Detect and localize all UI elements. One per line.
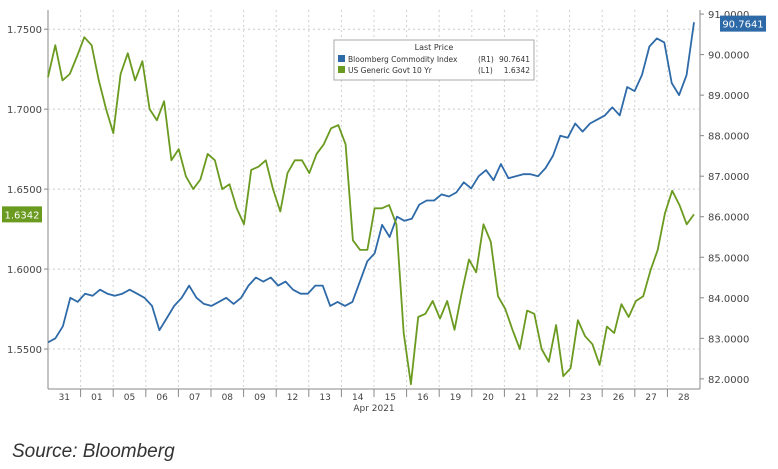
legend-title: Last Price xyxy=(415,43,454,52)
x-tick-label: 22 xyxy=(548,393,559,403)
x-tick-label: 12 xyxy=(287,393,298,403)
right-tick-label: 89.0000 xyxy=(708,91,749,102)
legend-axis: (L1) xyxy=(478,66,493,75)
legend-label: Bloomberg Commodity Index xyxy=(348,55,458,64)
series-line-commodity-index xyxy=(47,22,695,344)
legend-box xyxy=(333,39,535,81)
legend-label: US Generic Govt 10 Yr xyxy=(348,66,433,75)
x-tick-label: 23 xyxy=(580,393,591,403)
left-tick-label: 1.7000 xyxy=(7,105,42,116)
x-month-label: Apr 2021 xyxy=(353,404,394,414)
chart-svg: 1.5500 1.6000 1.6500 1.7000 1.7500 82.0000 83… xyxy=(2,10,766,414)
left-axis: 1.5500 1.6000 1.6500 1.7000 1.7500 xyxy=(7,25,48,356)
right-tick-label: 83.0000 xyxy=(708,334,749,345)
x-tick-label: 21 xyxy=(515,393,526,403)
right-tick-label: 91.0000 xyxy=(708,10,749,21)
left-tick-label: 1.6000 xyxy=(7,265,42,276)
x-tick-label: 31 xyxy=(59,393,70,403)
legend-swatch xyxy=(338,55,345,62)
gridlines xyxy=(47,10,701,390)
x-tick-label: 13 xyxy=(319,393,330,403)
source-caption: Source: Bloomberg xyxy=(12,441,175,462)
legend-swatch xyxy=(338,66,345,73)
x-tick-label: 28 xyxy=(678,393,690,403)
right-tick-label: 82.0000 xyxy=(708,375,749,386)
series-layer xyxy=(47,22,695,386)
x-tick-label: 26 xyxy=(613,393,625,403)
legend-value: 1.6342 xyxy=(504,66,530,75)
x-tick-label: 15 xyxy=(385,393,396,403)
left-tick-label: 1.6500 xyxy=(7,185,42,196)
right-tick-label: 86.0000 xyxy=(708,213,749,224)
legend-value: 90.7641 xyxy=(499,55,530,64)
left-tick-label: 1.7500 xyxy=(7,25,42,36)
last-price-badges: 90.7641 1.6342 xyxy=(2,15,766,223)
x-tick-label: 16 xyxy=(417,393,429,403)
x-tick-label: 08 xyxy=(222,393,234,403)
x-tick-label: 05 xyxy=(124,393,135,403)
legend-axis: (R1) xyxy=(478,55,494,64)
right-tick-label: 85.0000 xyxy=(708,253,749,264)
right-tick-label: 84.0000 xyxy=(708,294,749,305)
x-axis: 31 01 05 06 07 08 09 12 13 14 15 16 19 20 21 22 23 26 27 28… xyxy=(59,389,690,414)
right-last-badge xyxy=(720,15,766,32)
right-axis: 82.0000 83.0000 84.0000 85.0000 86.0000 87.00… xyxy=(700,10,749,386)
right-tick-label: 90.0000 xyxy=(708,51,749,62)
left-last-badge-label: 1.6342 xyxy=(5,210,40,221)
x-tick-label: 19 xyxy=(450,393,462,403)
x-tick-label: 07 xyxy=(189,393,200,403)
right-tick-label: 87.0000 xyxy=(708,172,749,183)
series-line-us-10yr xyxy=(47,36,695,386)
legend: Last Price Bloomberg Commodity Index (R1) 9… xyxy=(333,39,535,81)
x-tick-label: 06 xyxy=(156,393,168,403)
x-tick-label: 27 xyxy=(645,393,656,403)
right-last-badge-label: 90.7641 xyxy=(722,20,763,31)
x-tick-label: 01 xyxy=(91,393,102,403)
right-tick-label: 88.0000 xyxy=(708,132,749,143)
x-tick-label: 14 xyxy=(352,393,364,403)
left-last-badge xyxy=(2,206,42,223)
x-tick-label: 09 xyxy=(254,393,266,403)
chart: 1.5500 1.6000 1.6500 1.7000 1.7500 82.0000 83… xyxy=(2,10,766,414)
left-tick-label: 1.5500 xyxy=(7,345,42,356)
x-tick-label: 20 xyxy=(482,393,494,403)
